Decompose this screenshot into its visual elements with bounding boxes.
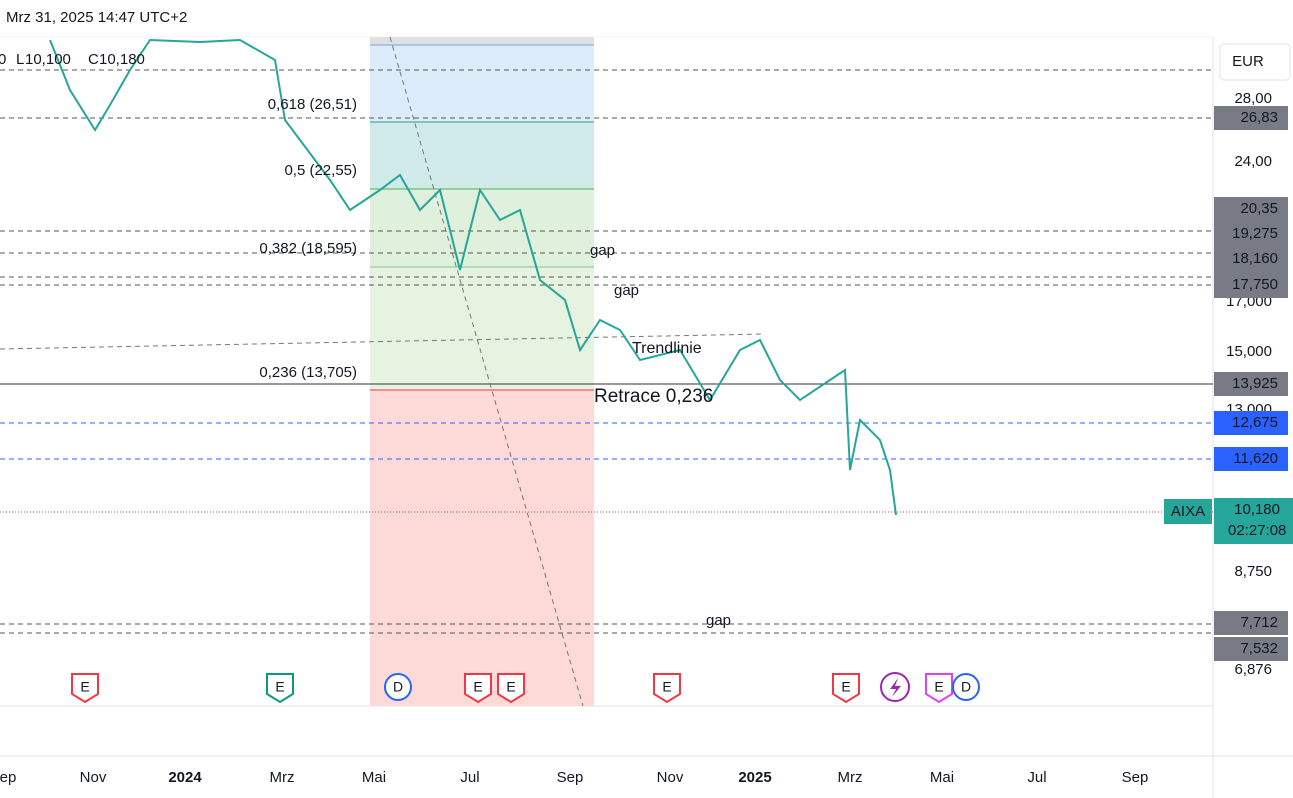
price-tag-label: 7,712 xyxy=(1240,614,1278,631)
annotation: gap xyxy=(614,282,639,299)
fib-level: 0,618 (26,51) xyxy=(268,96,357,113)
event-earnings xyxy=(832,673,860,704)
grid xyxy=(0,36,1293,798)
event-label: E xyxy=(662,679,671,695)
time-axis-label: Jul xyxy=(460,769,479,786)
currency: EUR xyxy=(1232,53,1264,70)
event-label: D xyxy=(961,679,971,695)
symbol-name: AIXA xyxy=(1171,503,1205,520)
price-tag xyxy=(1214,411,1288,435)
last-price: 10,180 xyxy=(1234,501,1280,518)
time-axis-label: Sep xyxy=(0,769,16,786)
price-tag-label: 17,750 xyxy=(1232,276,1278,293)
time-axis-label: Sep xyxy=(1122,769,1149,786)
price-tag-label: 18,160 xyxy=(1232,250,1278,267)
time-axis-label: 2025 xyxy=(738,769,771,786)
price-tag-label: 12,675 xyxy=(1232,414,1278,431)
time-axis-label: Mrz xyxy=(270,769,295,786)
event-earnings xyxy=(266,673,294,704)
price-tag-label: 20,35 xyxy=(1240,200,1278,217)
price-tag xyxy=(1214,447,1288,471)
fib-level: 0,5 (22,55) xyxy=(284,162,357,179)
time-axis-label: Mai xyxy=(930,769,954,786)
fib-zone xyxy=(370,37,594,706)
currency-box xyxy=(1219,43,1291,81)
event-earnings xyxy=(653,673,681,704)
price-axis-label: 8,750 xyxy=(1234,563,1272,580)
event-dividend xyxy=(952,673,980,701)
event-label: E xyxy=(473,679,482,695)
tag-block xyxy=(1214,197,1288,298)
price-tag-label: 19,275 xyxy=(1232,225,1278,242)
price-axis-label: 15,000 xyxy=(1226,343,1272,360)
time-axis-label: 2024 xyxy=(168,769,202,786)
event-earnings xyxy=(497,673,525,704)
price-tag xyxy=(1214,372,1288,396)
ohlc-value: C xyxy=(88,51,99,68)
fib-level: 0,236 (13,705) xyxy=(259,364,357,381)
price-tag xyxy=(1214,637,1288,661)
price-tag xyxy=(1214,106,1288,130)
event-earnings xyxy=(71,673,99,704)
price-axis-label: 28,00 xyxy=(1234,90,1272,107)
annotation: gap xyxy=(590,242,615,259)
time-axis-label: Mrz xyxy=(838,769,863,786)
price-tag xyxy=(1214,611,1288,635)
price-axis-label: 24,00 xyxy=(1234,153,1272,170)
annotation: Trendlinie xyxy=(632,340,702,357)
event-label: E xyxy=(275,679,284,695)
price-tag-label: 7,532 xyxy=(1240,640,1278,657)
event-label: E xyxy=(506,679,515,695)
event-label: E xyxy=(841,679,850,695)
price-series xyxy=(49,38,897,516)
time-axis-label: Nov xyxy=(80,769,107,786)
countdown: 02:27:08 xyxy=(1228,522,1286,539)
price-axis-label: 6,876 xyxy=(1234,661,1272,678)
price-tag-label: 13,925 xyxy=(1232,375,1278,392)
ohlc-value: 10,100 xyxy=(25,51,71,68)
event-label: E xyxy=(80,679,89,695)
event-earnings xyxy=(464,673,492,704)
price-tag-label: 26,83 xyxy=(1240,109,1278,126)
event-split-icon xyxy=(890,678,901,697)
fib-level: 0,382 (18,595) xyxy=(259,240,357,257)
time-axis-label: Mai xyxy=(362,769,386,786)
price-tag-label: 11,620 xyxy=(1233,450,1278,467)
annotation: gap xyxy=(706,612,731,629)
event-label: E xyxy=(934,679,943,695)
datetime: Mrz 31, 2025 14:47 UTC+2 xyxy=(6,9,187,26)
ohlc-value: 10,180 xyxy=(99,51,145,68)
time-axis-label: Sep xyxy=(557,769,584,786)
event-earnings xyxy=(925,673,953,704)
event-label: D xyxy=(393,679,403,695)
ohlc-value: 0 xyxy=(0,51,6,68)
symbol-tag xyxy=(1164,499,1212,524)
ohlc-value: L xyxy=(16,51,24,68)
time-axis-label: Jul xyxy=(1027,769,1046,786)
last-price-tag xyxy=(1214,498,1293,544)
horizontal-lines xyxy=(0,36,1213,707)
event-dividend xyxy=(384,673,412,701)
annotation: Retrace 0,236 xyxy=(594,386,713,407)
time-axis-label: Nov xyxy=(657,769,684,786)
